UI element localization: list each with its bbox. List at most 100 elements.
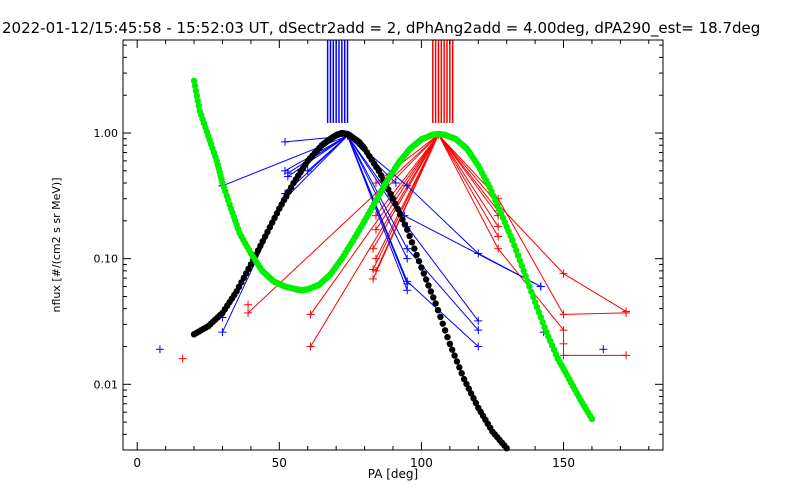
black-model-curve-dot-18-0 bbox=[389, 195, 397, 202]
blue-series-segment-9-1 bbox=[404, 215, 542, 287]
black-model-curve-dot-22-4 bbox=[456, 364, 463, 371]
black-model-curve-dot-18-3 bbox=[396, 211, 404, 218]
black-model-curve-dot-21-1 bbox=[434, 306, 442, 314]
red-series-point-16-0 bbox=[494, 222, 503, 231]
red-series-segment-10-0 bbox=[372, 134, 439, 280]
green-model-curve-dot-33-2 bbox=[524, 278, 531, 285]
green-model-curve-dot-32-0 bbox=[509, 237, 516, 244]
red-series-segment-1-0 bbox=[310, 134, 439, 315]
black-model-curve-dot-19-3 bbox=[411, 245, 418, 252]
green-model-curve-dot-33-1 bbox=[522, 272, 529, 280]
black-model-curve-dot-19-5 bbox=[415, 258, 423, 265]
red-series-segment-13-1 bbox=[497, 204, 564, 274]
red-series-point-1-0 bbox=[306, 310, 315, 319]
blue-series-segment-15-0 bbox=[347, 135, 408, 291]
green-model-curve-dot-34-3 bbox=[537, 314, 544, 321]
black-model-curve-dot-22-1 bbox=[449, 346, 456, 353]
blue-series-point-7-0 bbox=[303, 166, 312, 175]
red-series-segment-11-0 bbox=[375, 134, 439, 184]
blue-isolated-point-2 bbox=[599, 345, 608, 354]
green-model-curve-dot-32-5 bbox=[518, 262, 526, 269]
plot-area bbox=[155, 40, 631, 452]
x-axis-label: PA [deg] bbox=[368, 467, 418, 481]
red-series-segment-12-1 bbox=[497, 198, 564, 315]
black-model-curve-dot-21-5 bbox=[444, 333, 451, 341]
black-model-curve-dot-23-4 bbox=[470, 395, 477, 402]
green-model-curve-dot-0-5 bbox=[195, 102, 202, 110]
green-model-curve-dot-32-4 bbox=[516, 257, 524, 264]
black-model-curve-dot-19-4 bbox=[413, 251, 420, 259]
blue-series-point-1-0 bbox=[281, 137, 289, 146]
red-isolated-point-2 bbox=[559, 339, 568, 348]
green-model-curve-dot-32-2 bbox=[512, 247, 520, 254]
black-model-curve-dot-21-0 bbox=[432, 300, 439, 307]
green-model-curve bbox=[190, 77, 596, 423]
black-model-curve-dot-19-1 bbox=[406, 232, 413, 240]
green-model-curve-dot-33-5 bbox=[530, 293, 537, 301]
y-tick-label-1: 0.10 bbox=[94, 253, 119, 266]
blue-series-point-12-0 bbox=[403, 254, 412, 263]
blue-series-point-6-0 bbox=[283, 169, 292, 178]
black-model-curve-dot-22-2 bbox=[451, 352, 458, 359]
red-isolated-point-1 bbox=[244, 300, 253, 309]
green-model-curve-dot-0-3 bbox=[193, 92, 201, 100]
black-model-curve-dot-18-5 bbox=[401, 221, 409, 228]
black-model-curve-dot-20-0 bbox=[418, 264, 425, 271]
black-model-curve-dot-20-5 bbox=[430, 294, 437, 301]
green-model-curve-dot-34-4 bbox=[539, 318, 546, 326]
green-model-curve-dot-end bbox=[588, 415, 596, 423]
blue-series-segment-7-0 bbox=[307, 135, 348, 172]
green-model-curve-dot-34-5 bbox=[541, 323, 548, 331]
blue-series-point-9-1 bbox=[536, 282, 545, 291]
red-series-point-0-0 bbox=[244, 308, 253, 317]
red-series-segment-17-0 bbox=[438, 134, 499, 237]
x-tick-label-0: 0 bbox=[133, 456, 141, 470]
red-series-point-2-0 bbox=[306, 342, 315, 351]
black-model-curve-dot-20-4 bbox=[427, 288, 435, 295]
red-series-point-6-0 bbox=[369, 244, 378, 253]
black-model-curve-dot-22-3 bbox=[453, 358, 461, 365]
black-model-curve-dot-20-3 bbox=[425, 282, 432, 289]
green-model-curve-dot-0-2 bbox=[192, 87, 200, 95]
red-series-point-18-3 bbox=[622, 351, 631, 360]
chart-title: 2022-01-12/15:45:58 - 15:52:03 UT, dSect… bbox=[2, 19, 760, 38]
green-model-curve-dot-32-1 bbox=[511, 242, 518, 249]
black-model-curve-dot-23-3 bbox=[467, 390, 475, 397]
x-tick-label-1: 50 bbox=[272, 456, 287, 470]
y-axis-label: nflux [#/(cm2 s sr MeV)] bbox=[50, 178, 63, 313]
axis-ticks: 0 50 100 150 0.01 0.10 1.00 bbox=[94, 40, 663, 470]
x-tick-label-2: 100 bbox=[410, 456, 433, 470]
red-series-segment-12-2 bbox=[563, 312, 627, 315]
red-series-segment-13-2 bbox=[563, 273, 627, 312]
green-model-curve-dot-33-3 bbox=[526, 283, 533, 290]
blue-series-segment-8-1 bbox=[406, 185, 479, 254]
green-model-curve-dot-33-4 bbox=[528, 288, 535, 295]
red-series-segment-0-0 bbox=[247, 134, 439, 314]
blue-series-point-13-1 bbox=[474, 342, 483, 351]
red-series-point-17-0 bbox=[494, 232, 503, 241]
red-series-segment-4-0 bbox=[375, 134, 439, 216]
black-model-curve-dot-18-4 bbox=[399, 216, 406, 223]
black-model-curve-dot-21-3 bbox=[439, 320, 446, 327]
red-series-point-10-0 bbox=[369, 274, 378, 283]
plot-frame bbox=[122, 39, 664, 451]
green-model-curve-dot-32-3 bbox=[514, 252, 522, 259]
red-series-segment-2-0 bbox=[310, 134, 439, 347]
black-model-curve-dot-20-2 bbox=[422, 276, 430, 283]
black-model-curve-dot-22-5 bbox=[458, 370, 465, 377]
blue-isolated-point-0 bbox=[155, 345, 164, 354]
red-series-segment-15-0 bbox=[438, 134, 499, 216]
black-model-curve-dot-23-1 bbox=[463, 380, 470, 388]
red-isolated-point-0 bbox=[178, 354, 187, 363]
blue-series-segment-10-1 bbox=[406, 226, 479, 322]
black-model-curve-dot-18-1 bbox=[392, 200, 399, 208]
black-model-curve-dot-21-4 bbox=[441, 327, 449, 334]
red-series-point-13-2 bbox=[622, 307, 631, 316]
green-model-curve-dot-33-0 bbox=[520, 267, 527, 275]
green-model-curve-dot-34-1 bbox=[533, 304, 541, 311]
green-model-curve-dot-0-1 bbox=[191, 82, 199, 90]
green-model-curve-dot-34-0 bbox=[531, 299, 539, 306]
blue-series-point-16-0 bbox=[391, 179, 400, 188]
black-model-curve-dot-18-2 bbox=[394, 205, 401, 213]
